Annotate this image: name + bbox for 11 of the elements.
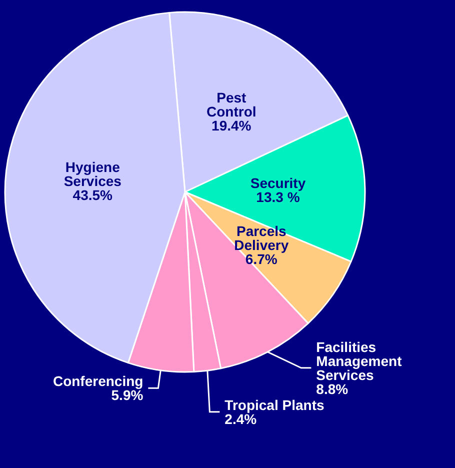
data-label: 19.4% xyxy=(212,117,252,134)
slice-label: Parcels Delivery xyxy=(234,223,289,254)
slice-label: Facilities Management Services xyxy=(316,338,402,383)
slice-label: Pest Control xyxy=(206,89,256,120)
slice-label: Hygiene Services xyxy=(64,159,122,190)
data-label: 43.5% xyxy=(72,187,114,204)
slice-label: Conferencing xyxy=(52,373,144,390)
data-label: 6.7% xyxy=(245,251,278,268)
data-label: 8.8% xyxy=(316,380,349,397)
slice-label: Tropical Plants xyxy=(224,396,324,413)
slice-label: Security xyxy=(250,175,306,192)
